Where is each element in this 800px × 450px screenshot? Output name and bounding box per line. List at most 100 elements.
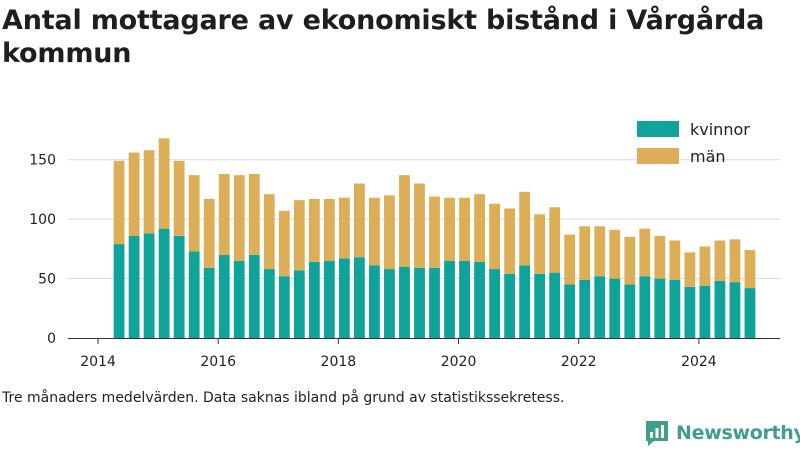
bar-kvinnor bbox=[534, 273, 546, 338]
bar-kvinnor bbox=[609, 278, 621, 338]
bar-kvinnor bbox=[354, 257, 365, 338]
bar-kvinnor bbox=[549, 272, 561, 338]
bar-män bbox=[248, 173, 260, 255]
legend-label-kvinnor: kvinnor bbox=[690, 120, 750, 139]
bar-män bbox=[564, 234, 576, 285]
bar-män bbox=[233, 175, 245, 261]
bar-män bbox=[278, 210, 290, 277]
bar-män bbox=[609, 229, 621, 279]
bar-män bbox=[549, 207, 561, 273]
bar-kvinnor bbox=[729, 282, 741, 338]
bar-kvinnor bbox=[519, 265, 531, 338]
y-tick-label: 50 bbox=[38, 272, 56, 288]
legend-swatch-kvinnor bbox=[637, 121, 679, 137]
x-tick-label: 2014 bbox=[80, 354, 116, 370]
bar-män bbox=[203, 198, 215, 268]
bar-kvinnor bbox=[624, 284, 636, 338]
bar-kvinnor bbox=[654, 278, 666, 338]
bar-män bbox=[173, 160, 185, 236]
bar-män bbox=[489, 203, 501, 270]
legend-swatch-män bbox=[637, 148, 679, 164]
bar-kvinnor bbox=[564, 284, 576, 338]
bar-män bbox=[669, 240, 681, 280]
bar-kvinnor bbox=[263, 269, 275, 338]
bar-män bbox=[654, 235, 666, 279]
bar-män bbox=[263, 194, 275, 270]
bar-män bbox=[113, 160, 125, 245]
x-tick-label: 2016 bbox=[200, 354, 236, 370]
y-tick-label: 150 bbox=[29, 153, 56, 169]
bar-kvinnor bbox=[684, 286, 696, 338]
bar-kvinnor bbox=[203, 267, 215, 338]
x-tick-label: 2020 bbox=[441, 354, 477, 370]
bar-män bbox=[369, 197, 380, 266]
bar-kvinnor bbox=[158, 228, 170, 338]
newsworthy-logo-icon bbox=[646, 421, 668, 446]
bar-män bbox=[308, 198, 320, 262]
bar-män bbox=[534, 214, 546, 274]
bar-män bbox=[158, 138, 170, 229]
legend: kvinnor män bbox=[637, 120, 750, 166]
bar-män bbox=[399, 175, 410, 267]
brand-name: Newsworthy bbox=[676, 422, 800, 444]
bar-kvinnor bbox=[218, 254, 230, 338]
bar-män bbox=[444, 197, 455, 261]
bar-män bbox=[639, 228, 651, 277]
bar-kvinnor bbox=[323, 260, 335, 338]
bar-män bbox=[474, 194, 485, 262]
bar-kvinnor bbox=[489, 269, 501, 338]
bar-män bbox=[429, 196, 440, 268]
bar-kvinnor bbox=[188, 251, 200, 338]
bar-män bbox=[579, 226, 591, 280]
bar-kvinnor bbox=[173, 235, 185, 338]
x-axis: 2014 2016 2018 2020 2022 2024 bbox=[68, 338, 780, 370]
x-tick-label: 2024 bbox=[681, 354, 717, 370]
bar-kvinnor bbox=[278, 276, 290, 338]
bar-kvinnor bbox=[669, 279, 681, 338]
bar-kvinnor bbox=[414, 267, 425, 338]
bar-kvinnor bbox=[594, 276, 606, 338]
bar-kvinnor bbox=[639, 276, 651, 338]
y-tick-label: 0 bbox=[47, 331, 56, 347]
bar-män bbox=[684, 252, 696, 287]
bar-kvinnor bbox=[714, 280, 726, 338]
bar-män bbox=[714, 240, 726, 281]
bar-kvinnor bbox=[384, 269, 395, 338]
bar-män bbox=[594, 226, 606, 277]
bar-kvinnor bbox=[293, 270, 305, 338]
bar-män bbox=[128, 152, 140, 236]
bar-kvinnor bbox=[699, 285, 711, 338]
bar-kvinnor bbox=[308, 261, 320, 338]
bar-män bbox=[188, 175, 200, 252]
bar-kvinnor bbox=[233, 260, 245, 338]
bar-kvinnor bbox=[369, 265, 380, 338]
bar-kvinnor bbox=[248, 254, 260, 338]
bar-män bbox=[699, 246, 711, 286]
bar-män bbox=[624, 236, 636, 285]
bar-kvinnor bbox=[399, 266, 410, 338]
x-tick-label: 2018 bbox=[321, 354, 357, 370]
bar-män bbox=[459, 197, 470, 261]
brand: Newsworthy bbox=[644, 418, 800, 448]
y-tick-label: 100 bbox=[29, 212, 56, 228]
bar-kvinnor bbox=[128, 235, 140, 338]
bar-män bbox=[338, 197, 350, 259]
bar-män bbox=[323, 198, 335, 261]
bar-män bbox=[354, 183, 365, 258]
bar-kvinnor bbox=[143, 233, 155, 338]
bar-kvinnor bbox=[459, 260, 470, 338]
bar-män bbox=[218, 173, 230, 255]
bar-män bbox=[143, 150, 155, 234]
legend-label-män: män bbox=[690, 147, 726, 166]
bars bbox=[113, 138, 756, 338]
y-axis-ticks: 0 50 100 150 bbox=[29, 153, 56, 347]
bar-män bbox=[504, 208, 516, 274]
chart-title: Antal mottagare av ekonomiskt bistånd i … bbox=[2, 5, 765, 69]
bar-män bbox=[384, 195, 395, 270]
bar-män bbox=[744, 250, 756, 289]
bar-kvinnor bbox=[444, 260, 455, 338]
footnote: Tre månaders medelvärden. Data saknas ib… bbox=[2, 390, 565, 406]
bar-kvinnor bbox=[429, 267, 440, 338]
bar-kvinnor bbox=[504, 273, 516, 338]
